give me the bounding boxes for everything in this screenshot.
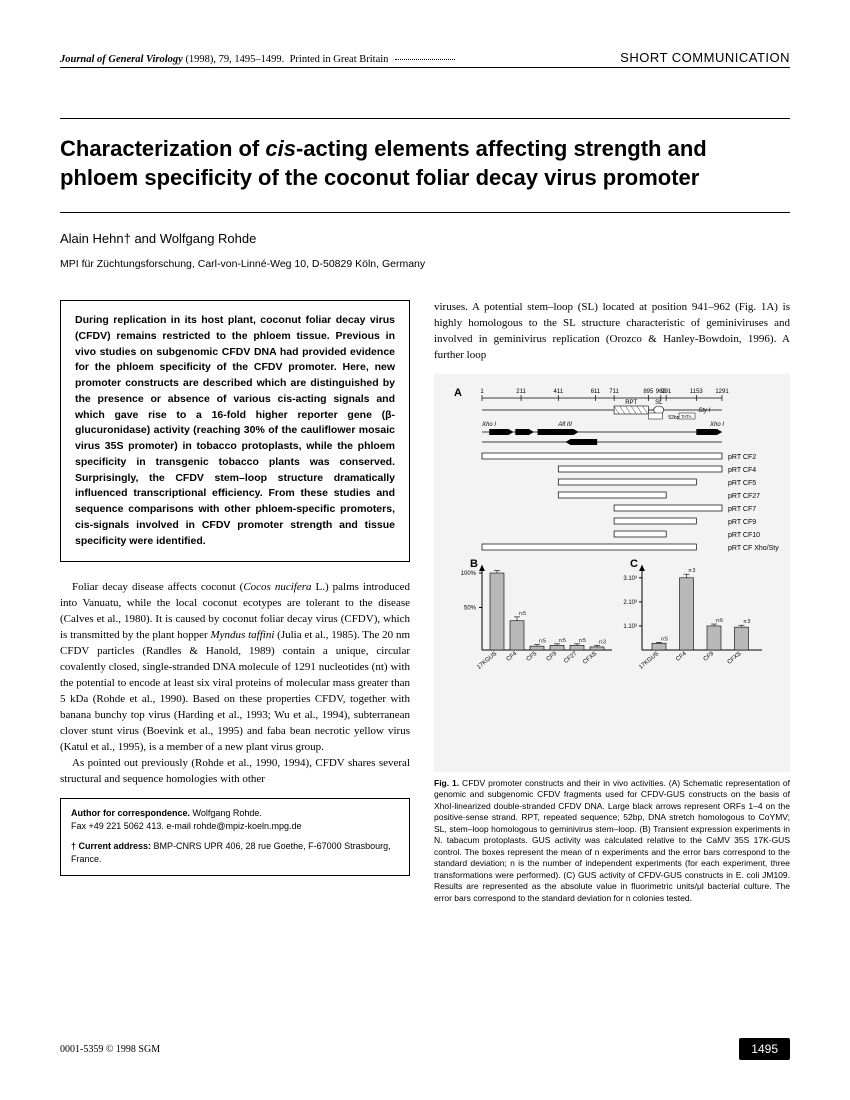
svg-text:1.10³: 1.10³ [623, 624, 637, 630]
figure-1: A121141161171189596299111531291RPTSL52bp… [434, 374, 790, 904]
section-label: SHORT COMMUNICATION [620, 50, 790, 65]
svg-text:n:6: n:6 [716, 618, 723, 624]
left-column: During replication in its host plant, co… [60, 300, 410, 904]
svg-text:pRT CF5: pRT CF5 [728, 480, 756, 487]
year-vol: (1998), 79, 1495–1499. [185, 54, 284, 65]
running-header: Journal of General Virology (1998), 79, … [60, 50, 790, 68]
svg-text:n:3: n:3 [689, 568, 696, 574]
body-p1: Foliar decay disease affects coconut (Co… [60, 580, 410, 755]
svg-text:611: 611 [591, 389, 601, 395]
title-block: Characterization of cis-acting elements … [60, 118, 790, 213]
svg-text:n:5: n:5 [519, 611, 526, 617]
svg-text:pRT CF Xho/Sty: pRT CF Xho/Sty [728, 545, 779, 552]
svg-text:n:3: n:3 [744, 619, 751, 625]
svg-text:TATA: TATA [681, 414, 692, 419]
correspondence-box: Author for correspondence. Wolfgang Rohd… [60, 798, 410, 876]
svg-text:C: C [630, 558, 638, 570]
svg-text:3.10³: 3.10³ [623, 576, 637, 582]
svg-text:n:3: n:3 [599, 639, 606, 645]
svg-text:B: B [470, 558, 478, 570]
journal-citation: Journal of General Virology (1998), 79, … [60, 54, 455, 65]
affiliation: MPI für Züchtungsforschung, Carl-von-Lin… [60, 258, 790, 270]
svg-text:pRT CF7: pRT CF7 [728, 506, 756, 513]
svg-text:n:5: n:5 [661, 636, 668, 642]
svg-text:50%: 50% [464, 605, 477, 611]
body-col2-p1: viruses. A potential stem–loop (SL) loca… [434, 300, 790, 364]
svg-text:52bp: 52bp [668, 415, 679, 421]
svg-text:CF4: CF4 [506, 650, 519, 662]
svg-text:n:5: n:5 [579, 638, 586, 644]
body-p2: As pointed out previously (Rohde et al.,… [60, 756, 410, 788]
svg-text:CF9: CF9 [546, 650, 559, 662]
svg-text:CF5: CF5 [526, 650, 539, 662]
article-title: Characterization of cis-acting elements … [60, 135, 790, 192]
figure-svg: A121141161171189596299111531291RPTSL52bp… [442, 380, 782, 760]
svg-text:CF4: CF4 [675, 650, 688, 662]
svg-text:Afl III: Afl III [557, 422, 572, 428]
svg-text:17KGUS: 17KGUS [476, 651, 498, 671]
svg-text:n:5: n:5 [539, 639, 546, 645]
copyright: 0001-5359 © 1998 SGM [60, 1044, 160, 1055]
svg-text:711: 711 [609, 389, 619, 395]
abstract-box: During replication in its host plant, co… [60, 300, 410, 562]
svg-text:17KGUS: 17KGUS [638, 651, 660, 671]
svg-text:100%: 100% [461, 571, 477, 577]
svg-text:1291: 1291 [715, 389, 729, 395]
svg-text:pRT CF9: pRT CF9 [728, 519, 756, 526]
right-column: viruses. A potential stem–loop (SL) loca… [434, 300, 790, 904]
svg-text:1153: 1153 [690, 389, 704, 395]
svg-text:pRT CF4: pRT CF4 [728, 467, 756, 474]
svg-text:1: 1 [480, 389, 484, 395]
svg-text:895: 895 [643, 389, 654, 395]
svg-text:CF27: CF27 [563, 650, 579, 664]
svg-text:211: 211 [516, 389, 526, 395]
svg-text:pRT CF10: pRT CF10 [728, 532, 760, 539]
figure-caption: Fig. 1. CFDV promoter constructs and the… [434, 778, 790, 904]
svg-text:RPT: RPT [625, 400, 637, 406]
printed-in: Printed in Great Britain [290, 54, 389, 65]
svg-text:Xho I: Xho I [709, 422, 724, 428]
svg-text:pRT CF2: pRT CF2 [728, 454, 756, 461]
svg-text:991: 991 [661, 389, 672, 395]
svg-text:SL: SL [655, 400, 663, 406]
authors: Alain Hehn† and Wolfgang Rohde [60, 231, 790, 246]
svg-text:Xho I: Xho I [481, 422, 496, 428]
svg-text:n:5: n:5 [559, 638, 566, 644]
journal-name: Journal of General Virology [60, 54, 183, 65]
svg-text:Sty I: Sty I [698, 408, 710, 414]
page-number: 1495 [739, 1038, 790, 1060]
svg-text:CF9: CF9 [703, 650, 716, 662]
body-columns: During replication in its host plant, co… [60, 300, 790, 904]
svg-text:411: 411 [553, 389, 563, 395]
svg-text:CFXS: CFXS [582, 651, 598, 666]
svg-text:pRT CF27: pRT CF27 [728, 493, 760, 500]
figure-panels: A121141161171189596299111531291RPTSL52bp… [434, 374, 790, 772]
svg-text:CFXS: CFXS [727, 651, 743, 666]
svg-text:A: A [454, 387, 462, 399]
footer: 0001-5359 © 1998 SGM 1495 [60, 1038, 790, 1060]
svg-text:2.10³: 2.10³ [623, 600, 637, 606]
